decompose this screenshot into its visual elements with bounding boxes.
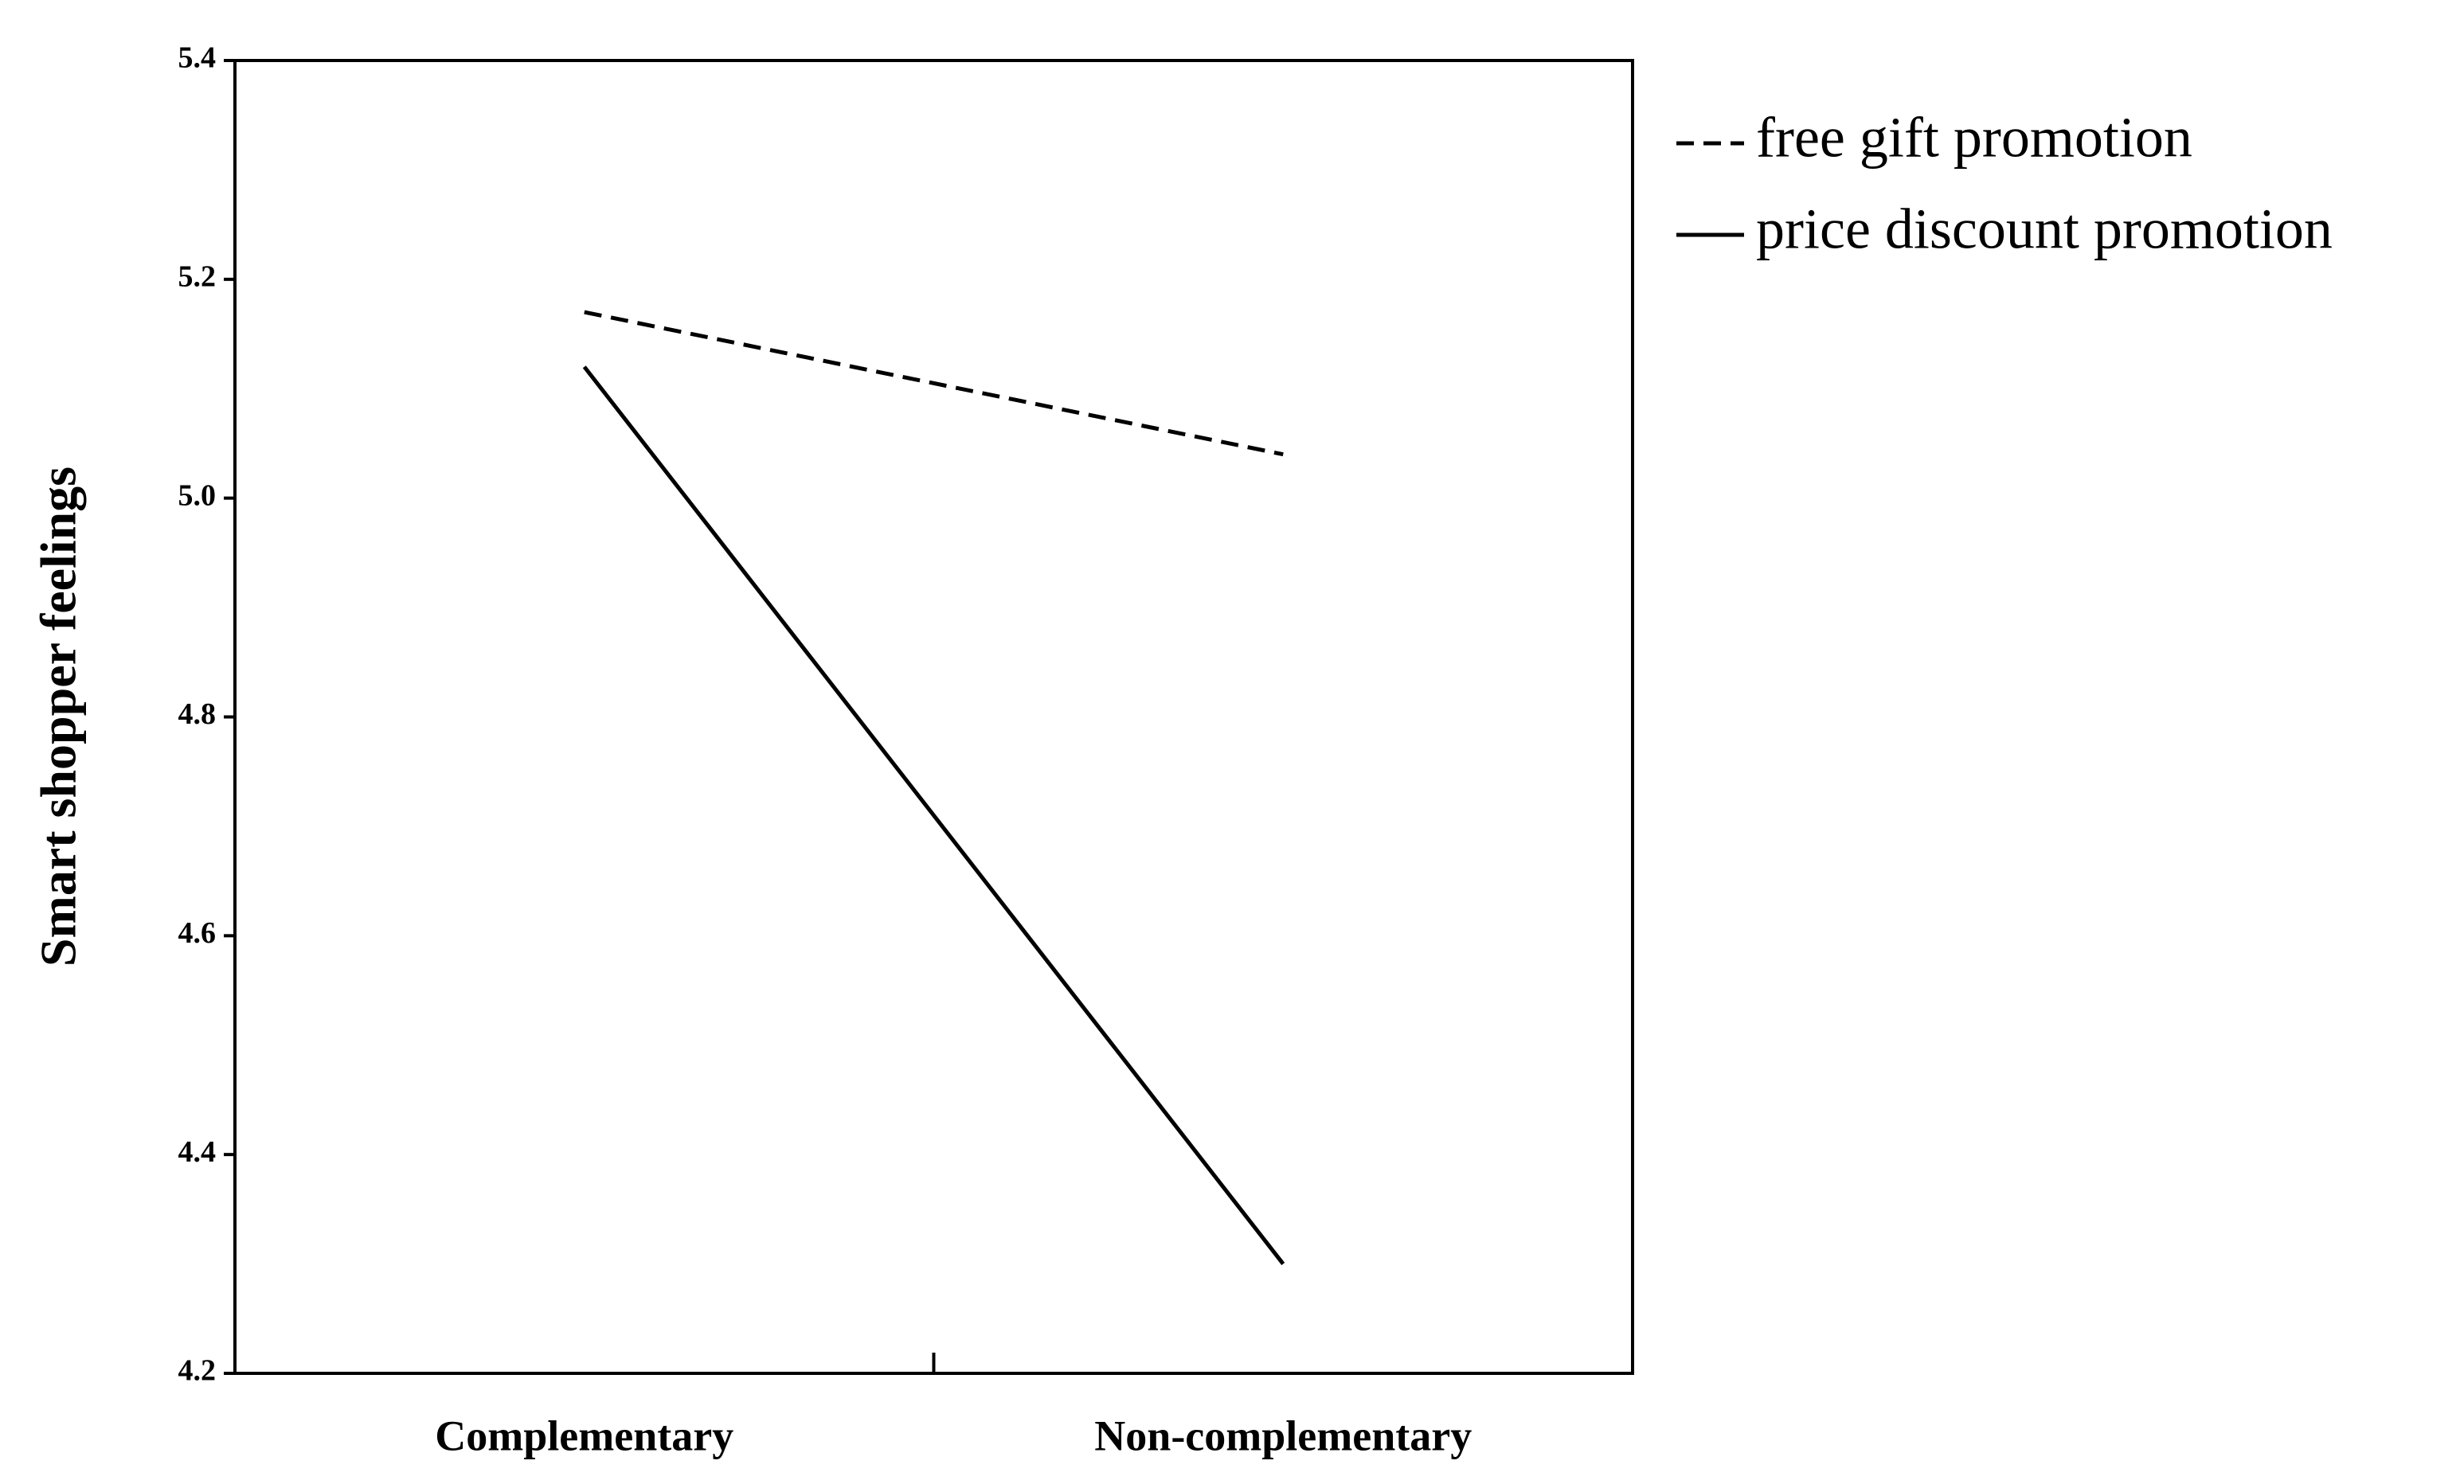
y-tick-label: 4.4 xyxy=(178,1135,217,1169)
y-tick-label: 4.6 xyxy=(178,916,217,950)
y-tick-label: 5.2 xyxy=(178,260,217,294)
y-tick-label: 5.0 xyxy=(178,478,217,512)
series-line xyxy=(582,365,1285,1266)
series-line xyxy=(584,310,1284,457)
y-tick-label: 4.8 xyxy=(178,697,217,731)
y-axis-label: Smart shopper feelings xyxy=(30,467,87,967)
legend-label: price discount promotion xyxy=(1756,197,2333,261)
x-tick-label: Complementary xyxy=(435,1412,733,1459)
y-tick-label: 5.4 xyxy=(178,41,217,75)
x-tick-label: Non-complementary xyxy=(1094,1412,1472,1459)
y-tick-label: 4.2 xyxy=(178,1354,217,1388)
legend-label: free gift promotion xyxy=(1756,106,2192,170)
